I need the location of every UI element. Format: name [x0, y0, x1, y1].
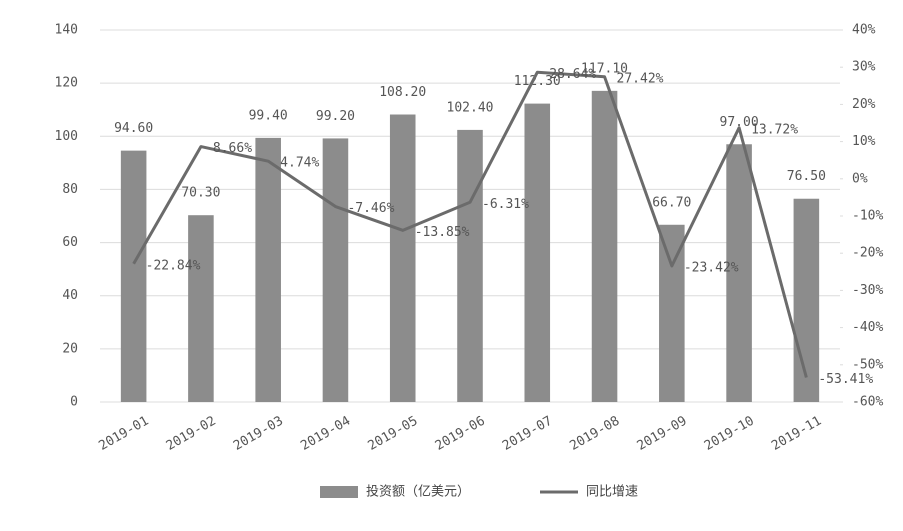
- y-tick-label: 0: [70, 395, 78, 410]
- y2-tick-label: 30%: [852, 60, 876, 75]
- line-series: [132, 70, 808, 378]
- bar: [255, 137, 281, 402]
- line-value-label: 13.72%: [751, 122, 798, 137]
- legend-swatch: [320, 486, 358, 498]
- bar: [659, 224, 685, 402]
- bar: [120, 150, 147, 402]
- line-value-label: 8.66%: [213, 141, 252, 156]
- y2-tick-label: -10%: [852, 209, 883, 224]
- x-tick-label: 2019-10: [702, 414, 757, 454]
- legend-label: 同比增速: [586, 485, 638, 500]
- y2-tick-label: -40%: [852, 320, 883, 335]
- line-value-label: 4.74%: [280, 156, 319, 171]
- x-tick-label: 2019-08: [567, 414, 622, 454]
- bar: [457, 129, 483, 402]
- bar-value-label: 97.00: [720, 115, 759, 130]
- y2-tick-label: 40%: [852, 23, 876, 38]
- x-tick-label: 2019-09: [635, 414, 690, 454]
- y2-tick-label: 20%: [852, 97, 876, 112]
- bar: [591, 90, 618, 402]
- bar-value-label: 99.40: [249, 108, 288, 123]
- y2-tick-label: -50%: [852, 357, 883, 372]
- y-tick-label: 40: [62, 288, 78, 303]
- y-tick-label: 120: [55, 76, 78, 91]
- bar-value-label: 117.10: [581, 61, 628, 76]
- bar: [793, 198, 820, 402]
- line-value-label: -53.41%: [818, 372, 873, 387]
- x-tick-label: 2019-05: [366, 414, 421, 454]
- y2-tick-label: -30%: [852, 283, 883, 298]
- y-tick-label: 80: [62, 182, 78, 197]
- y-tick-label: 140: [55, 23, 78, 38]
- y-tick-label: 100: [55, 129, 78, 144]
- legend-label: 投资额（亿美元）: [366, 484, 470, 500]
- y-tick-label: 20: [62, 341, 78, 356]
- bar-value-label: 76.50: [787, 169, 826, 184]
- x-tick-label: 2019-02: [164, 414, 219, 454]
- y2-tick-label: -20%: [852, 246, 883, 261]
- bar: [322, 138, 349, 402]
- bar-value-label: 94.60: [114, 121, 153, 136]
- bar-value-label: 66.70: [652, 195, 691, 210]
- line-value-label: -7.46%: [347, 201, 394, 216]
- x-tick-label: 2019-03: [231, 414, 286, 454]
- bar: [389, 114, 416, 403]
- bar: [188, 215, 214, 402]
- line-value-label: 28.64%: [549, 67, 596, 82]
- y2-tick-label: -60%: [852, 395, 883, 410]
- line-value-label: -6.31%: [482, 197, 529, 212]
- bar: [726, 144, 752, 402]
- bar-value-label: 112.30: [514, 74, 561, 89]
- y2-tick-label: 10%: [852, 134, 876, 149]
- x-tick-label: 2019-04: [298, 413, 353, 453]
- line-value-label: -23.42%: [684, 260, 739, 275]
- line-value-label: 27.42%: [617, 71, 664, 86]
- bar-value-label: 70.30: [181, 186, 220, 201]
- line-value-label: -22.84%: [146, 258, 201, 273]
- x-tick-label: 2019-11: [769, 414, 824, 454]
- line-value-label: -13.85%: [415, 225, 470, 240]
- x-tick-label: 2019-06: [433, 414, 488, 454]
- x-tick-label: 2019-07: [500, 414, 555, 454]
- bar: [524, 103, 551, 403]
- y2-tick-label: 0%: [852, 171, 868, 186]
- bar-value-label: 102.40: [447, 100, 494, 115]
- y-tick-label: 60: [62, 235, 78, 250]
- bar-value-label: 99.20: [316, 109, 355, 124]
- x-tick-label: 2019-01: [96, 414, 151, 454]
- bar-value-label: 108.20: [379, 85, 426, 100]
